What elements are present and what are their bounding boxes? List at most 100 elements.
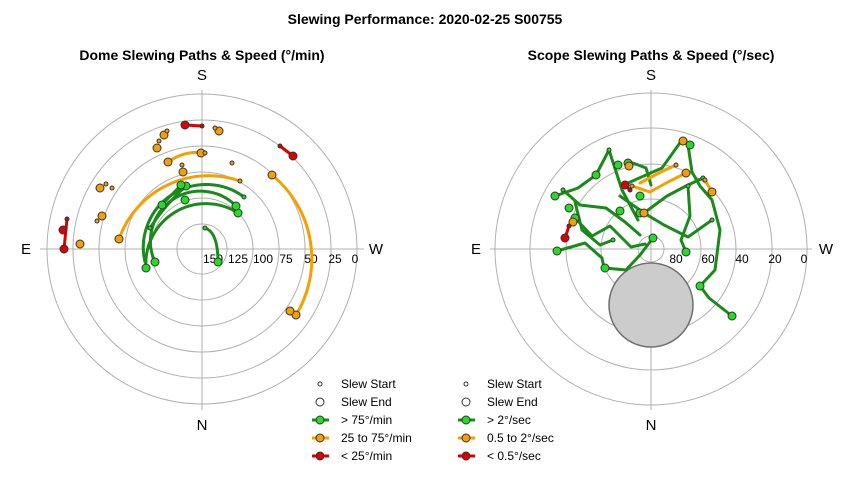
scope-slew-end-marker: [648, 233, 658, 243]
scope-radial-ticks: 80 60 40 20 0: [669, 252, 807, 266]
dome-slew-start-marker: [229, 160, 235, 166]
scope-slew-start-marker: [560, 187, 566, 193]
dome-compass-left: E: [21, 241, 31, 258]
dome-slew-start-marker: [94, 218, 100, 224]
dome-slew-start-marker: [109, 185, 115, 191]
scope-slew-path-fast: [698, 284, 734, 318]
dome-compass-top: S: [197, 67, 207, 84]
dome-slew-end-marker: [163, 157, 173, 167]
scope-slew-path-fast: [573, 216, 647, 249]
dome-radial-tick: 100: [253, 252, 273, 266]
dome-slew-end-marker: [180, 195, 190, 205]
scope-slew-end-marker: [707, 187, 717, 197]
dome-slew-start-marker: [202, 150, 208, 156]
scope-slew-path-fast: [553, 148, 640, 222]
scope-chart-title: Scope Slewing Paths & Speed (°/sec): [528, 47, 775, 63]
dome-slew-end-markers: [58, 120, 301, 320]
scope-slew-end-marker: [591, 170, 601, 180]
dome-slew-end-marker: [180, 120, 190, 130]
legend-label: Slew End: [341, 395, 392, 409]
legend-slow-marker: [461, 451, 471, 461]
dome-slew-end-marker: [152, 143, 162, 153]
scope-slew-end-marker: [620, 180, 630, 190]
scope-compass-top: S: [646, 67, 656, 84]
scope-compass-right: W: [819, 241, 834, 258]
dome-slew-start-marker: [212, 125, 218, 131]
scope-slew-end-marker: [600, 263, 610, 273]
scope-slew-end-marker: [564, 203, 574, 213]
scope-slew-end-marker: [552, 246, 562, 256]
scope-slew-path-fast: [603, 236, 655, 272]
dome-slew-end-marker: [141, 263, 151, 273]
dome-slew-end-marker: [75, 239, 85, 249]
dome-slew-end-marker: [95, 183, 105, 193]
legend-label: < 25°/min: [341, 449, 392, 463]
dome-slew-path-medium: [117, 174, 242, 241]
dome-grid: [40, 90, 364, 410]
legend-slew-end-marker: [315, 397, 325, 407]
dome-slew-end-marker: [176, 180, 186, 190]
scope-polar-chart: Scope Slewing Paths & Speed (°/sec) S N …: [458, 47, 834, 463]
scope-radial-tick: 60: [701, 252, 715, 266]
dome-slew-end-marker: [97, 211, 107, 221]
legend-label: Slew Start: [341, 377, 396, 391]
legend-fast-marker: [461, 415, 471, 425]
scope-slew-end-marker: [560, 233, 570, 243]
scope-slew-end-marker: [727, 311, 737, 321]
scope-slew-end-marker: [635, 191, 645, 201]
legend-label: Slew End: [487, 395, 538, 409]
dome-radial-tick: 0: [352, 252, 359, 266]
scope-slew-path-fast: [646, 176, 705, 212]
scope-slew-end-markers: [550, 136, 737, 321]
scope-slew-start-marker: [629, 183, 635, 189]
dome-slew-start-marker: [147, 225, 153, 231]
scope-slew-path-fast: [686, 143, 722, 288]
scope-radial-tick: 80: [669, 252, 683, 266]
dome-radial-tick: 25: [328, 252, 342, 266]
legend-slew-start-marker: [463, 381, 469, 387]
scope-slew-end-marker: [568, 217, 578, 227]
dome-radial-ticks: 150 125 100 75 50 25 0: [203, 252, 359, 266]
dome-slew-end-marker: [178, 167, 188, 177]
scope-slew-path-fast: [555, 241, 606, 270]
legend-slow-marker: [315, 451, 325, 461]
figure-title: Slewing Performance: 2020-02-25 S00755: [288, 11, 563, 27]
scope-slew-start-marker: [702, 177, 708, 183]
scope-slew-end-marker: [550, 191, 560, 201]
dome-slew-path-fast: [144, 202, 240, 270]
scope-slew-end-marker: [685, 140, 695, 150]
scope-slew-path-medium: [630, 171, 688, 194]
dome-slew-path-medium: [270, 173, 314, 317]
legend-slew-start-marker: [317, 381, 323, 387]
dome-slew-end-marker: [285, 306, 295, 316]
scope-slew-end-marker: [681, 168, 691, 178]
scope-slew-end-marker: [615, 206, 625, 216]
scope-slew-end-marker: [624, 161, 634, 171]
dome-slew-start-marker: [277, 143, 283, 149]
dome-slew-start-marker: [164, 128, 170, 134]
legend-fast-marker: [315, 415, 325, 425]
dome-slew-path-slow: [62, 217, 69, 251]
legend-medium-marker: [461, 433, 471, 443]
dome-slew-end-marker: [58, 225, 68, 235]
scope-exclusion-zone: [608, 262, 694, 348]
dome-slew-start-marker: [237, 178, 243, 184]
scope-slew-end-marker: [681, 247, 691, 257]
legend-label: > 75°/min: [341, 413, 392, 427]
scope-slew-start-markers: [560, 147, 715, 243]
dome-radial-tick: 125: [228, 252, 248, 266]
scope-radial-tick: 20: [768, 252, 782, 266]
dome-compass-bottom: N: [197, 417, 208, 434]
scope-slew-end-marker: [613, 160, 623, 170]
dome-slew-end-marker: [213, 257, 223, 267]
legend-label: < 0.5°/sec: [487, 449, 541, 463]
dome-slew-start-markers: [64, 123, 283, 231]
dome-chart-title: Dome Slewing Paths & Speed (°/min): [79, 47, 324, 63]
dome-compass-right: W: [369, 241, 384, 258]
scope-grid: [490, 90, 812, 410]
scope-slew-end-marker: [639, 208, 649, 218]
scope-legend: Slew Start Slew End > 2°/sec 0.5 to 2°/s…: [458, 377, 554, 463]
scope-slew-path-fast: [679, 184, 692, 254]
dome-slew-end-marker: [288, 151, 298, 161]
